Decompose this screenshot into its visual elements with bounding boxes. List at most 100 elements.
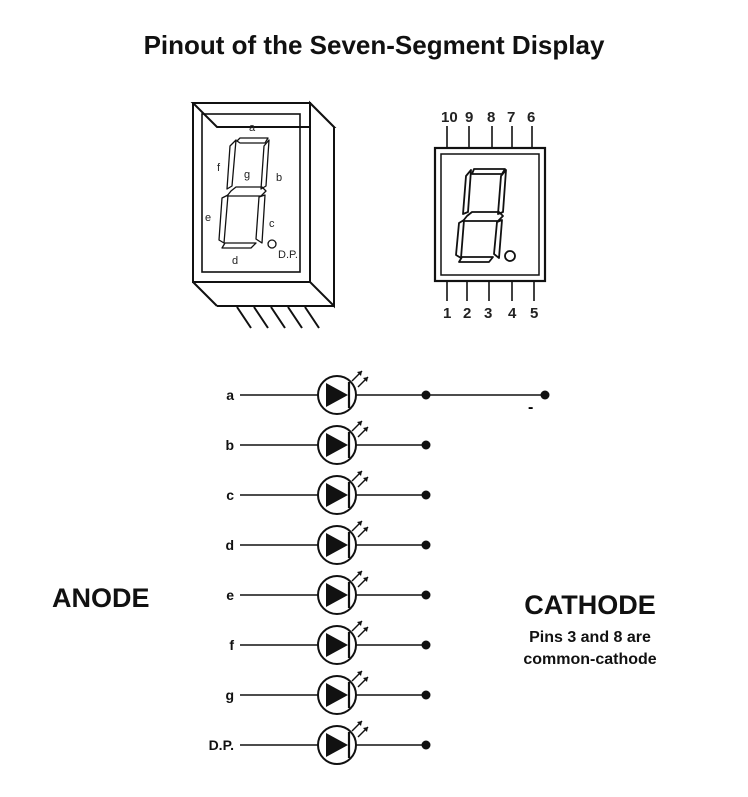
emission-arrow-head — [357, 671, 362, 676]
pin-number-8: 8 — [487, 109, 495, 126]
package-pin — [270, 306, 286, 329]
emission-arrow-head — [363, 527, 368, 532]
seg-label-f: f — [217, 162, 221, 174]
pin-number-7: 7 — [507, 109, 515, 126]
package-side-face — [309, 100, 335, 309]
display-package-3d — [190, 100, 337, 329]
led-row: a — [226, 370, 431, 415]
front-segment-g — [462, 211, 504, 222]
cathode-junction — [421, 740, 431, 750]
package-segment-b — [260, 139, 270, 190]
package-window — [201, 113, 301, 273]
package-segment-labels: a b c d e f g D.P. — [205, 122, 298, 267]
minus-sign: - — [528, 399, 533, 416]
common-cathode-note: Pins 3 and 8 are common-cathode — [490, 627, 690, 671]
diode-triangle — [326, 583, 348, 607]
package-segment-f — [226, 139, 237, 190]
emission-arrow-head — [357, 471, 362, 476]
led-row: c — [226, 470, 431, 515]
led-row: g — [225, 670, 431, 715]
diode-triangle — [326, 633, 348, 657]
note-line-2: common-cathode — [523, 651, 657, 668]
package-segment-a — [236, 137, 269, 144]
cathode-junction — [421, 540, 431, 550]
pin-number-1: 1 — [443, 305, 451, 322]
led-row-label: c — [226, 487, 234, 503]
front-top-pins — [446, 126, 533, 148]
display-package-front — [433, 126, 547, 301]
emission-arrow-head — [357, 721, 362, 726]
seg-label-b: b — [276, 172, 282, 184]
cathode-junction — [421, 490, 431, 500]
package-pin — [304, 306, 320, 329]
front-dp-dot — [504, 250, 516, 262]
emission-arrow-head — [363, 677, 368, 682]
diode-triangle — [326, 683, 348, 707]
led-row: D.P. — [209, 720, 431, 765]
emission-arrow-head — [357, 571, 362, 576]
cathode-junction — [421, 690, 431, 700]
pin-number-10: 10 — [441, 109, 458, 126]
emission-arrow-head — [363, 627, 368, 632]
diode-triangle — [326, 433, 348, 457]
package-segment-d — [221, 242, 257, 249]
package-pin — [287, 306, 303, 329]
led-row-label: e — [226, 587, 234, 603]
package-segment-g — [226, 186, 267, 197]
seg-label-g: g — [244, 169, 250, 181]
emission-arrow-head — [363, 377, 368, 382]
diode-triangle — [326, 733, 348, 757]
emission-arrow-head — [357, 371, 362, 376]
emission-arrow-head — [363, 477, 368, 482]
cathode-bus-terminal — [540, 390, 550, 400]
emission-arrow-head — [357, 421, 362, 426]
package-bottom-edge — [192, 281, 218, 307]
front-segment-b — [497, 169, 507, 215]
emission-arrow-head — [363, 427, 368, 432]
seg-label-dp: D.P. — [278, 249, 298, 261]
package-dp-dot — [267, 239, 277, 249]
cathode-junction — [421, 440, 431, 450]
pin-number-9: 9 — [465, 109, 473, 126]
pin-number-3: 3 — [484, 305, 492, 322]
led-row: d — [225, 520, 431, 565]
front-segment-f — [462, 169, 472, 215]
package-segment-e — [218, 194, 229, 244]
led-row: b — [225, 420, 431, 465]
front-segment-a — [471, 168, 506, 175]
led-row-label: b — [225, 437, 234, 453]
front-bottom-pins — [446, 281, 535, 301]
diode-triangle — [326, 533, 348, 557]
led-row-label: a — [226, 387, 234, 403]
led-row-label: d — [225, 537, 234, 553]
pin-number-2: 2 — [463, 305, 471, 322]
cathode-junction — [421, 590, 431, 600]
front-segment-d — [458, 256, 494, 263]
emission-arrow-head — [363, 577, 368, 582]
diode-triangle — [326, 383, 348, 407]
front-pin-numbers: 10 9 8 7 6 1 2 3 4 5 — [441, 109, 538, 322]
front-digit — [455, 168, 516, 263]
cathode-junction — [421, 640, 431, 650]
package-pin — [253, 306, 269, 329]
pin-number-5: 5 — [530, 305, 538, 322]
front-outer-frame — [433, 146, 547, 283]
emission-arrow-head — [363, 727, 368, 732]
led-schematic: a b c d e f g D.P. — [209, 370, 431, 765]
package-digit — [218, 137, 277, 249]
front-inner-frame — [440, 153, 540, 276]
pin-number-6: 6 — [527, 109, 535, 126]
pin-number-4: 4 — [508, 305, 517, 322]
seg-label-e: e — [205, 212, 211, 224]
note-line-1: Pins 3 and 8 are — [529, 629, 651, 646]
seg-label-a: a — [249, 122, 256, 134]
emission-arrow-head — [357, 521, 362, 526]
common-cathode-bus — [426, 390, 550, 400]
package-pins — [236, 306, 320, 329]
diode-triangle — [326, 483, 348, 507]
led-row-label: D.P. — [209, 737, 234, 753]
cathode-label: CATHODE — [524, 590, 656, 620]
led-row: f — [229, 620, 431, 665]
led-row-label: f — [229, 637, 234, 653]
